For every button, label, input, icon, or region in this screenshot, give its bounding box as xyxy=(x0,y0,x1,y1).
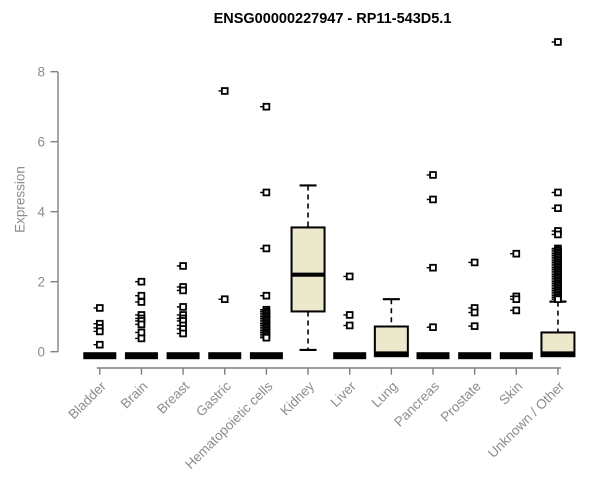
boxplot-gastric xyxy=(208,352,242,360)
x-tick-label-kidney: Kidney xyxy=(277,378,317,418)
boxplot-unknown-other xyxy=(540,331,576,358)
x-tick-label-bladder: Bladder xyxy=(65,378,109,422)
boxplot-skin xyxy=(499,352,533,360)
outlier-point-prostate xyxy=(470,258,479,267)
outlier-point-skin xyxy=(512,295,521,303)
outlier-point-hematopoietic-cells xyxy=(262,291,271,300)
outlier-point-brain xyxy=(137,320,146,329)
outlier-point-pancreas xyxy=(429,323,437,331)
outlier-point-hematopoietic-cells xyxy=(262,102,271,111)
x-tick-label-skin: Skin xyxy=(496,379,525,408)
boxplot-hematopoietic-cells xyxy=(249,352,283,360)
outlier-point-pancreas xyxy=(429,171,437,179)
outlier-point-prostate xyxy=(470,322,479,330)
outlier-point-breast xyxy=(179,286,187,295)
outlier-point-brain xyxy=(137,328,146,337)
outlier-point-brain xyxy=(137,298,146,306)
y-tick-label: 8 xyxy=(37,65,45,80)
outlier-point-liver xyxy=(345,321,354,330)
boxplot-bladder xyxy=(83,352,117,360)
outlier-point-unknown-other xyxy=(554,38,562,46)
y-tick-label: 6 xyxy=(37,135,45,150)
x-tick-label-gastric: Gastric xyxy=(193,378,234,419)
outlier-point-pancreas xyxy=(429,195,437,204)
chart-title: ENSG00000227947 - RP11-543D5.1 xyxy=(213,11,452,27)
outlier-point-hematopoietic-cells xyxy=(262,188,271,197)
outlier-point-prostate xyxy=(470,308,479,317)
boxplot-pancreas xyxy=(416,352,450,360)
outlier-point-breast xyxy=(179,303,187,311)
y-tick-label: 2 xyxy=(37,275,45,290)
x-tick-label-breast: Breast xyxy=(154,378,192,416)
outlier-point-bladder xyxy=(96,340,104,349)
outlier-point-liver xyxy=(345,311,354,319)
x-tick-label-liver: Liver xyxy=(328,378,360,410)
outlier-point-unknown-other xyxy=(554,230,562,239)
outlier-point-brain xyxy=(137,277,146,286)
boxplot-brain xyxy=(124,352,158,360)
x-tick-label-brain: Brain xyxy=(118,379,151,412)
y-tick-label: 0 xyxy=(37,345,45,360)
outlier-point-unknown-other xyxy=(554,204,562,213)
outlier-point-bladder xyxy=(96,304,104,312)
outlier-point-liver xyxy=(345,272,354,281)
outlier-point-unknown-other xyxy=(554,295,562,303)
outlier-point-skin xyxy=(512,249,521,258)
boxplot-kidney xyxy=(290,226,326,313)
x-tick-label-lung: Lung xyxy=(369,379,401,411)
outlier-point-skin xyxy=(512,306,521,315)
outlier-point-gastric xyxy=(220,87,229,95)
outlier-point-hematopoietic-cells xyxy=(262,244,271,253)
outlier-point-breast xyxy=(179,329,187,338)
boxplot-breast xyxy=(166,352,200,360)
x-tick-label-unknown-other: Unknown / Other xyxy=(485,378,568,461)
boxplot-lung xyxy=(373,325,409,358)
y-tick-label: 4 xyxy=(37,205,45,220)
boxplot-liver xyxy=(333,352,367,360)
outlier-point-breast xyxy=(179,262,187,270)
outlier-point-hematopoietic-cells xyxy=(262,333,271,342)
boxplot-prostate xyxy=(458,352,492,360)
x-tick-label-pancreas: Pancreas xyxy=(391,378,442,429)
outlier-point-pancreas xyxy=(429,263,437,272)
outlier-point-brain xyxy=(137,334,146,343)
outlier-point-gastric xyxy=(220,295,229,303)
x-tick-label-prostate: Prostate xyxy=(438,379,484,425)
outlier-point-bladder xyxy=(96,327,104,336)
outlier-point-unknown-other xyxy=(554,188,562,197)
outlier-point-brain xyxy=(137,291,146,300)
